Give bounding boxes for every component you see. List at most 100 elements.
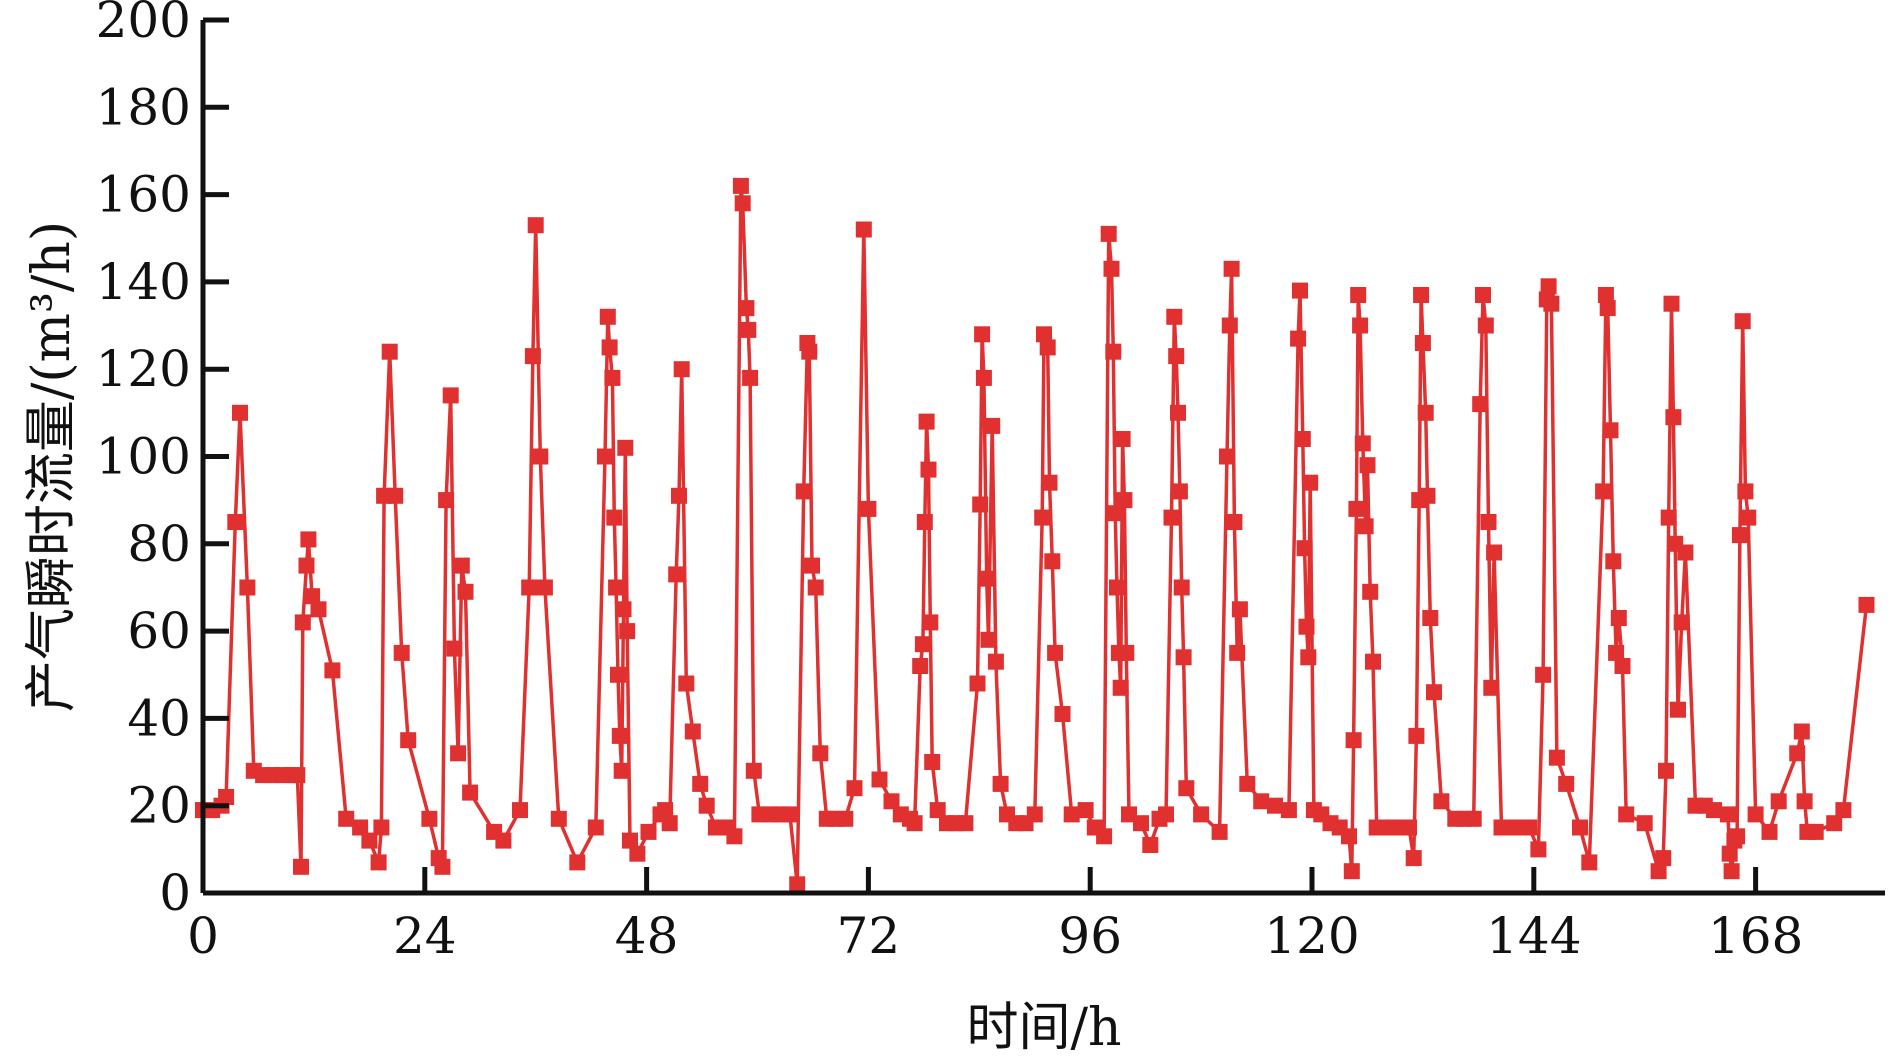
y-axis: 0 20 40 60 80 100 120 140 160 180 200	[96, 0, 229, 922]
data-point-marker	[597, 448, 613, 465]
y-tick-label: 100	[96, 428, 191, 486]
data-point-marker	[1796, 793, 1813, 810]
data-point-marker	[1171, 483, 1188, 500]
data-point-marker	[1535, 666, 1552, 683]
data-point-marker	[611, 727, 628, 744]
data-point-marker	[338, 810, 355, 827]
data-point-marker	[837, 810, 854, 827]
data-point-marker	[1352, 317, 1369, 334]
x-tick-label: 72	[837, 907, 901, 965]
data-point-marker	[661, 815, 678, 832]
data-point-marker	[421, 810, 438, 827]
data-point-marker	[1721, 845, 1738, 862]
data-point-marker	[387, 487, 404, 504]
y-axis-title: 产气瞬时流量/(m³/h)	[22, 221, 82, 712]
data-point-marker	[1170, 404, 1186, 421]
data-point-marker	[678, 675, 695, 692]
data-point-marker	[1343, 863, 1360, 880]
data-point-marker	[1706, 802, 1722, 819]
data-point-marker	[1401, 819, 1417, 836]
data-point-marker	[1413, 287, 1430, 303]
data-point-marker	[457, 583, 474, 600]
y-axis-ticks: 0 20 40 60 80 100 120 140 160 180 200	[96, 0, 229, 922]
data-point-marker	[1618, 806, 1635, 823]
data-point-marker	[860, 500, 877, 517]
data-point-marker	[1465, 810, 1482, 827]
data-point-marker	[1665, 409, 1682, 426]
data-point-marker	[1253, 793, 1270, 810]
data-point-marker	[914, 636, 931, 653]
x-tick-label: 168	[1708, 907, 1803, 965]
data-point-marker	[1296, 540, 1313, 557]
data-point-marker	[1096, 828, 1113, 845]
data-point-marker	[1558, 775, 1575, 792]
x-tick-label: 48	[615, 907, 679, 965]
data-point-marker	[381, 343, 398, 360]
data-point-marker	[1219, 448, 1235, 465]
y-tick-label: 0	[159, 864, 191, 922]
data-point-marker	[1663, 295, 1680, 312]
data-point-marker	[726, 828, 743, 845]
data-point-marker	[453, 557, 470, 574]
data-point-marker	[289, 767, 306, 784]
data-point-marker	[370, 854, 387, 871]
data-point-marker	[1614, 658, 1631, 674]
data-point-marker	[1341, 828, 1357, 845]
data-point-marker	[920, 461, 937, 478]
data-point-marker	[615, 601, 632, 618]
data-point-marker	[400, 732, 417, 749]
data-point-marker	[1114, 431, 1131, 447]
data-point-marker	[1026, 806, 1043, 823]
data-point-marker	[1036, 326, 1052, 343]
data-point-marker	[550, 810, 567, 827]
data-point-marker	[1572, 819, 1588, 836]
data-point-marker	[801, 343, 818, 360]
x-tick-label: 96	[1058, 907, 1122, 965]
data-point-marker	[1034, 509, 1051, 526]
data-point-marker	[929, 802, 946, 819]
data-point-marker	[1595, 483, 1612, 500]
data-point-marker	[1729, 828, 1746, 845]
data-point-marker	[1294, 431, 1311, 447]
data-point-marker	[1163, 509, 1180, 526]
data-point-marker	[442, 387, 459, 404]
data-point-marker	[298, 557, 315, 574]
data-point-marker	[1231, 601, 1248, 618]
data-point-marker	[1610, 610, 1627, 626]
data-point-marker	[300, 531, 317, 548]
data-point-marker	[1826, 815, 1843, 832]
y-tick-label: 180	[96, 78, 191, 136]
data-point-marker	[1354, 435, 1371, 452]
data-point-marker	[617, 439, 634, 456]
data-point-marker	[1521, 819, 1538, 836]
data-point-marker	[1723, 863, 1740, 880]
data-point-marker	[1158, 806, 1174, 823]
data-point-marker	[232, 404, 248, 421]
data-point-marker	[512, 802, 528, 819]
data-point-marker	[1419, 487, 1436, 504]
data-point-marker	[587, 819, 604, 836]
data-point-marker	[1475, 287, 1491, 303]
data-point-marker	[1211, 823, 1228, 840]
y-tick-label: 160	[96, 166, 191, 224]
data-point-marker	[1345, 732, 1362, 749]
data-point-marker	[1118, 644, 1135, 661]
data-point-marker	[1807, 823, 1824, 840]
data-point-marker	[740, 321, 757, 338]
data-point-marker	[924, 754, 941, 770]
data-point-marker	[972, 496, 989, 513]
data-point-marker	[742, 369, 759, 386]
data-point-marker	[434, 858, 451, 875]
data-point-marker	[606, 509, 623, 526]
data-point-marker	[1599, 300, 1616, 317]
data-point-marker	[1350, 287, 1367, 303]
data-point-marker	[524, 348, 541, 365]
data-point-marker	[1105, 343, 1122, 360]
data-point-marker	[987, 653, 1004, 670]
data-point-marker	[1359, 457, 1376, 474]
data-point-marker	[781, 806, 798, 823]
data-point-marker	[1193, 806, 1210, 823]
x-tick-label: 24	[393, 907, 457, 965]
data-point-marker	[738, 300, 755, 317]
